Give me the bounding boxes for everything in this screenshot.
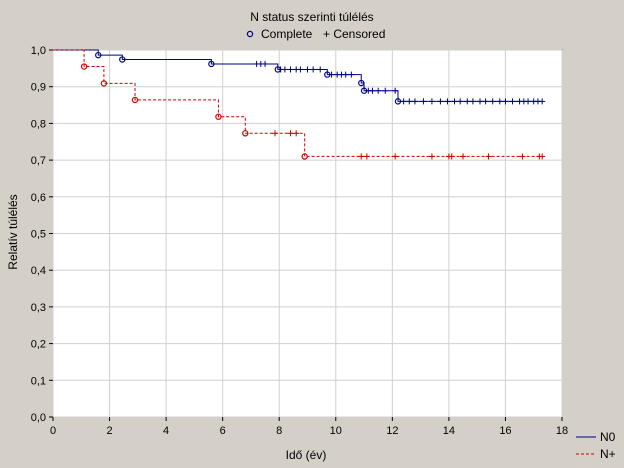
series-n0-censored-point [444,98,451,105]
series-n0-censored-point [469,98,476,105]
series-nplus-censored-point [519,153,526,160]
series-n0-censored-point [509,98,516,105]
series-n0-censored-point [482,98,489,105]
series-n0-censored-point [420,98,427,105]
series-nplus-censored-point [271,130,278,137]
y-tick-label: 0,6 [31,192,46,204]
series-n0-censored-point [437,98,444,105]
series-n0-censored-point [375,87,382,94]
series-n0-censored-point [310,66,317,73]
series-n0-censored-point [411,98,418,105]
x-tick-label: 10 [330,425,342,437]
series-nplus-complete-point [131,96,139,104]
series-nplus-censored-point [539,153,546,160]
series-n0-censored-point [476,98,483,105]
x-tick-label: 14 [443,425,455,437]
series-nplus-censored-point [392,153,399,160]
series-n0-censored-point [496,98,503,105]
series-n0-censored-point [297,66,304,73]
x-axis-label: Idő (év) [286,448,327,462]
y-tick-label: 0,1 [31,375,46,387]
series-n0-censored-point [457,98,464,105]
x-tick-label: 2 [106,425,112,437]
series-n0-censored-point [281,66,288,73]
x-tick-label: 6 [220,425,226,437]
series-nplus-censored-point [485,153,492,160]
y-tick-label: 0,7 [31,155,46,167]
y-tick-label: 0,3 [31,302,46,314]
x-tick-label: 16 [499,425,511,437]
x-tick-label: 12 [386,425,398,437]
series-n0-censored-point [287,66,294,73]
series-nplus-complete-point [80,63,88,70]
series-n0-censored-point [369,87,376,94]
series-n0-censored-point [342,71,349,78]
y-tick-label: 0,0 [31,412,46,424]
series-nplus-censored-point [363,153,370,160]
series-n0-complete-point [119,56,126,63]
y-tick-label: 0,8 [31,118,46,130]
series-n0-censored-point [525,98,532,105]
series-n0-complete-point [208,60,215,68]
legend-complete-label: Complete [261,27,313,41]
series-nplus-censored-point [293,130,300,137]
series-nplus-censored-point [448,153,455,160]
y-tick-label: 1,0 [31,45,46,57]
series-n0-censored-point [400,98,407,105]
series-n0-censored-point [428,98,435,105]
chart-title: N status szerinti túlélés [250,10,373,24]
y-tick-label: 0,5 [31,229,46,241]
x-tick-label: 0 [50,425,56,437]
marker-layer [80,51,546,160]
series-nplus-censored-point [358,153,365,160]
y-axis-label: Relatív túlélés [6,194,20,269]
series-n0-censored-point [304,66,311,73]
legend-nplus-label: N+ [600,447,616,461]
series-n0-censored-point [451,98,458,105]
series-n0-censored-point [502,98,509,105]
x-tick-label: 8 [276,425,282,437]
series-nplus-complete-point [215,113,222,120]
legend: N0 N+ [576,430,616,461]
series-n0-complete-point [358,79,365,87]
y-tick-label: 0,9 [31,82,46,94]
series-n0-censored-point [489,98,496,105]
legend-censored-label: + Censored [323,27,385,41]
series-nplus-complete-point [242,130,249,137]
series-n0-censored-point [392,87,399,94]
axis-ticks: 0 2 4 6 8 10 12 14 16 18 0,0 0,1 0,2 0,3 0,4 0,5 0,6 0,7 0… [31,45,568,437]
series-n0-censored-point [317,66,324,73]
series-n0-censored-point [328,71,335,78]
series-n0-censored-point [539,98,546,105]
series-nplus-censored-point [287,130,294,137]
y-tick-label: 0,2 [31,339,46,351]
series-n0-censored-point [464,98,471,105]
series-nplus-complete-point [100,80,108,87]
series-n0-censored-point [382,87,389,94]
y-tick-label: 0,4 [31,265,46,277]
series-nplus-complete-point [301,153,308,160]
series-n0-censored-point [262,60,269,67]
series-n0-complete-point [394,98,402,105]
x-tick-label: 18 [556,425,568,437]
series-n0-complete-point [95,51,102,59]
series-nplus-censored-point [460,153,467,160]
legend-n0-label: N0 [600,430,616,444]
series-n0-censored-point [406,98,413,105]
series-nplus-censored-point [428,153,435,160]
grid-lines [52,49,563,418]
legend-complete-marker [246,30,254,38]
series-n0-censored-point [348,71,355,78]
x-tick-label: 4 [163,425,169,437]
